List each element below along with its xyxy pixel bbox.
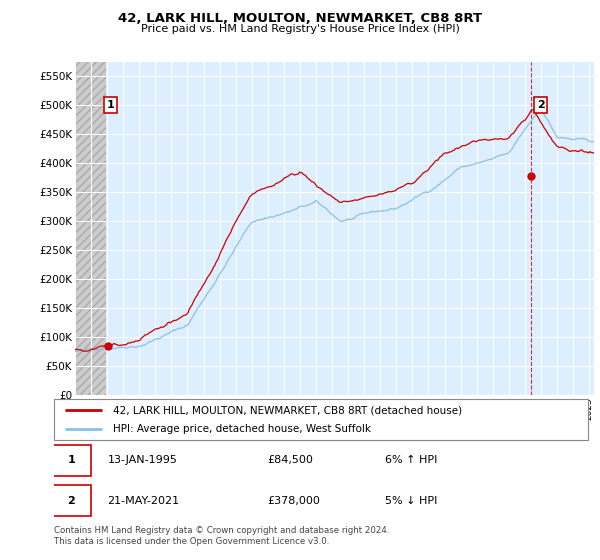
Text: 13-JAN-1995: 13-JAN-1995	[107, 455, 177, 465]
Text: HPI: Average price, detached house, West Suffolk: HPI: Average price, detached house, West…	[113, 424, 371, 433]
FancyBboxPatch shape	[52, 445, 91, 475]
Bar	[75, 62, 106, 395]
Text: 2: 2	[537, 100, 545, 110]
Text: 1: 1	[67, 455, 75, 465]
Text: £84,500: £84,500	[268, 455, 313, 465]
Text: 6% ↑ HPI: 6% ↑ HPI	[385, 455, 437, 465]
Text: 42, LARK HILL, MOULTON, NEWMARKET, CB8 8RT (detached house): 42, LARK HILL, MOULTON, NEWMARKET, CB8 8…	[113, 405, 462, 415]
FancyBboxPatch shape	[52, 486, 91, 516]
Text: 21-MAY-2021: 21-MAY-2021	[107, 496, 179, 506]
FancyBboxPatch shape	[54, 399, 588, 440]
Text: 5% ↓ HPI: 5% ↓ HPI	[385, 496, 437, 506]
Text: Price paid vs. HM Land Registry's House Price Index (HPI): Price paid vs. HM Land Registry's House …	[140, 24, 460, 34]
Text: 42, LARK HILL, MOULTON, NEWMARKET, CB8 8RT: 42, LARK HILL, MOULTON, NEWMARKET, CB8 8…	[118, 12, 482, 25]
Text: £378,000: £378,000	[268, 496, 320, 506]
Text: Contains HM Land Registry data © Crown copyright and database right 2024.
This d: Contains HM Land Registry data © Crown c…	[54, 526, 389, 546]
Text: 2: 2	[67, 496, 75, 506]
Text: 1: 1	[106, 100, 114, 110]
